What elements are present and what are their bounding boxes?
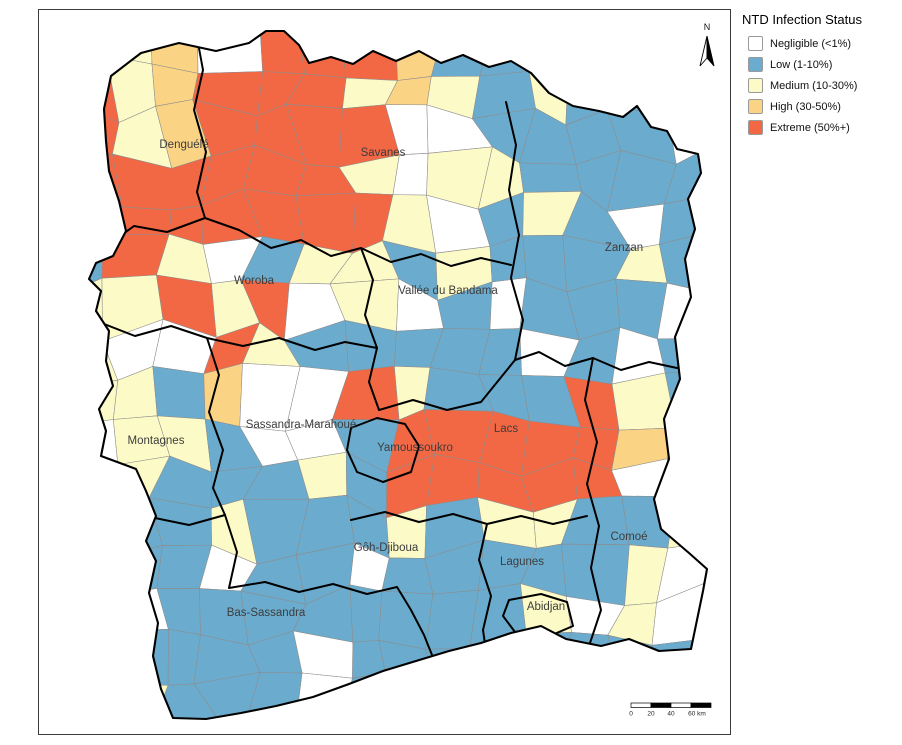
district-polygon — [89, 379, 119, 425]
legend-swatch-icon — [748, 99, 763, 114]
region-label: Sassandra-Marahoué — [246, 419, 357, 431]
district-polygon — [203, 362, 243, 427]
region-label: Bas-Sassandra — [227, 607, 306, 619]
legend-item: Negligible (<1%) — [748, 36, 900, 51]
district-polygon — [89, 682, 115, 719]
legend-item-label: Extreme (50%+) — [770, 121, 850, 134]
district-polygon — [666, 458, 704, 510]
legend-swatch-icon — [748, 78, 763, 93]
region-label: Lagunes — [500, 556, 544, 568]
district-polygon — [89, 419, 119, 465]
district-polygon — [667, 496, 707, 549]
district-polygon — [651, 636, 707, 687]
district-polygon — [664, 371, 707, 433]
district-polygon — [561, 543, 630, 606]
legend-item-label: Medium (10-30%) — [770, 79, 858, 92]
district-polygon — [152, 366, 206, 420]
district-polygon — [197, 31, 263, 74]
legend-swatch-icon — [748, 57, 763, 72]
region-border — [502, 593, 574, 639]
district-polygon — [519, 162, 582, 193]
district-polygon — [112, 545, 163, 597]
district-polygon — [89, 554, 125, 597]
legend-items: Negligible (<1%) Low (1-10%) Medium (10-… — [742, 36, 900, 135]
scale-bar-tick-label: 60 km — [688, 711, 706, 718]
region-border — [378, 359, 516, 411]
district-polygon — [105, 31, 153, 65]
district-polygon — [376, 672, 448, 719]
district-polygon — [89, 463, 119, 513]
district-polygon — [661, 678, 702, 719]
region-label: Abidjan — [527, 601, 565, 613]
district-polygon — [299, 31, 347, 79]
north-arrow-icon: N — [699, 22, 715, 67]
region-label: Denguélé — [159, 139, 208, 151]
legend: NTD Infection Status Negligible (<1%) Lo… — [742, 12, 900, 141]
district-polygon — [606, 58, 668, 113]
district-polygon — [89, 494, 125, 563]
legend-item-label: Low (1-10%) — [770, 58, 833, 71]
region-border — [228, 581, 433, 656]
district-polygon — [89, 586, 114, 638]
region-label: Gôh-Djiboua — [354, 542, 419, 554]
region-border — [584, 357, 602, 647]
scale-bar: 0 20 40 60 km — [629, 702, 712, 718]
legend-swatch-icon — [748, 120, 763, 135]
legend-item: High (30-50%) — [748, 99, 900, 114]
district-polygon — [666, 427, 707, 477]
cote-divoire-map: Denguélé Savanes Woroba Vallée du Bandama Za… — [87, 22, 715, 721]
region-border — [360, 247, 380, 411]
legend-item: Medium (10-30%) — [748, 78, 900, 93]
district-polygon — [294, 672, 353, 719]
district-polygon — [568, 32, 621, 60]
legend-item: Low (1-10%) — [748, 57, 900, 72]
district-polygon — [529, 675, 568, 719]
district-polygon — [89, 206, 123, 253]
map-panel: Denguélé Savanes Woroba Vallée du Bandama Za… — [38, 9, 731, 735]
legend-item-label: Negligible (<1%) — [770, 37, 852, 50]
district-polygon — [426, 453, 480, 506]
region-label: Vallée du Bandama — [398, 285, 498, 297]
district-polygon — [653, 58, 707, 113]
country-outline — [87, 29, 709, 721]
district-polygon — [469, 583, 527, 649]
region-label: Yamoussoukro — [377, 442, 453, 454]
district-polygon — [89, 55, 120, 123]
region-border — [89, 321, 378, 351]
region-label: Zanzan — [605, 242, 643, 254]
region-border — [478, 523, 492, 645]
district-polygon — [615, 31, 655, 60]
district-polygon — [89, 631, 111, 692]
region-border — [224, 514, 238, 589]
legend-item-label: High (30-50%) — [770, 100, 841, 113]
district-polygon — [101, 683, 169, 719]
district-polygon — [528, 31, 576, 72]
district-polygon — [656, 337, 707, 374]
region-border — [346, 417, 420, 483]
scale-bar-tick-label: 0 — [629, 711, 633, 718]
region-label: Woroba — [234, 275, 275, 287]
district-polygon — [340, 31, 398, 81]
district-polygon — [469, 675, 540, 719]
region-label: Montagnes — [128, 435, 185, 447]
region-border — [193, 31, 207, 219]
district-polygon — [562, 675, 619, 719]
district-polygon — [425, 589, 479, 650]
legend-item: Extreme (50%+) — [748, 120, 900, 135]
district-polygon — [479, 31, 539, 77]
scale-bar-tick-label: 20 — [647, 711, 655, 718]
region-label: Lacs — [494, 423, 519, 435]
legend-title: NTD Infection Status — [742, 12, 862, 27]
region-label: Comoé — [610, 531, 647, 543]
scale-bar-tick-label: 40 — [667, 711, 675, 718]
svg-text:N: N — [704, 22, 711, 32]
legend-swatch-icon — [748, 36, 763, 51]
district-polygon — [89, 31, 107, 59]
region-border — [350, 511, 588, 525]
region-border — [138, 337, 226, 526]
region-label: Savanes — [361, 147, 406, 159]
district-polygon — [435, 675, 473, 719]
